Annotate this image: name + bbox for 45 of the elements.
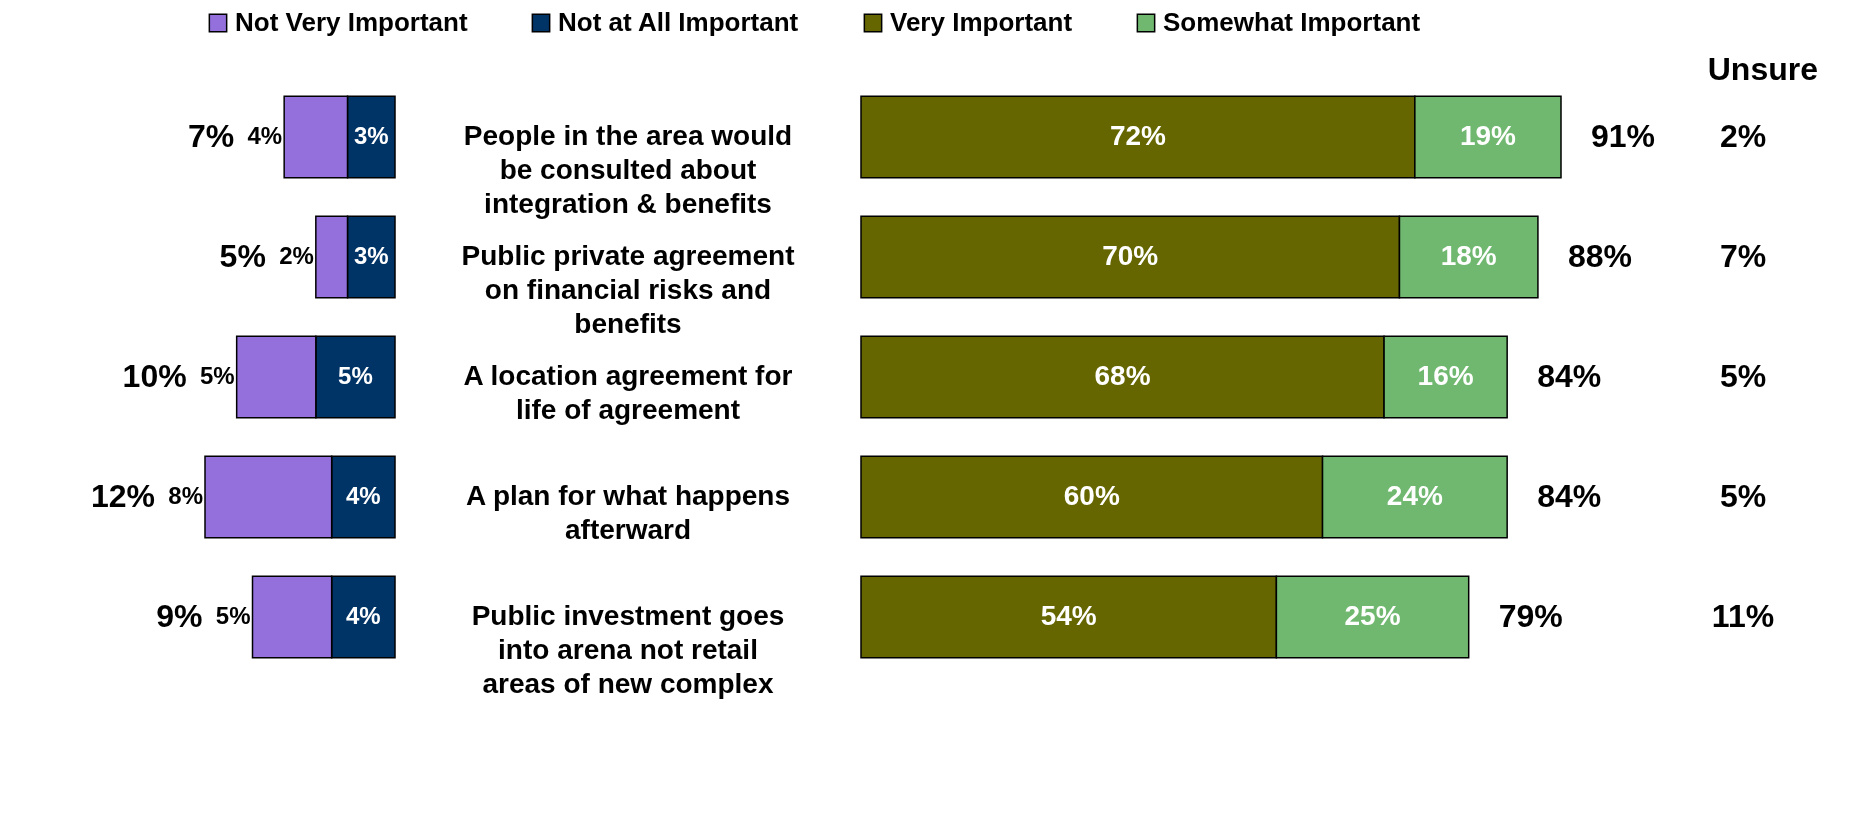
data-label: 4% [247, 122, 283, 149]
text: 7% [1719, 238, 1767, 274]
data-label: 70% [1102, 240, 1159, 271]
total-label: 84% [1537, 478, 1602, 514]
data-label: 68% [1094, 360, 1151, 391]
total-label: 12% [90, 478, 155, 514]
data-label: 16% [1417, 360, 1474, 391]
total-label: 7% [187, 118, 235, 154]
data-label: 8% [168, 482, 203, 509]
data-label: 3% [353, 242, 389, 269]
data-label: 19% [1459, 120, 1517, 151]
data-label: 54% [1040, 600, 1097, 631]
data-label: 4% [345, 602, 381, 629]
legend-label: Not Very Important [235, 7, 468, 37]
text: 5% [1719, 358, 1767, 394]
total-label: 84% [1537, 358, 1602, 394]
total-label: 88% [1567, 238, 1632, 274]
y-tick-label: A plan for what happens afterward [465, 480, 791, 545]
data-label: 24% [1386, 480, 1443, 511]
y-tick-label: People in the area would be consulted about integration & benefits [463, 120, 793, 219]
data-label: 5% [215, 602, 251, 629]
text: 11% [1711, 598, 1775, 634]
legend-label: Very Important [890, 7, 1073, 37]
total-label: 79% [1498, 598, 1563, 634]
total-label: 5% [219, 238, 266, 274]
y-tick-label: A location agreement for life of agreement [463, 360, 793, 425]
data-label: 2% [279, 242, 314, 269]
data-label: 60% [1063, 480, 1120, 511]
data-label: 3% [353, 122, 389, 149]
data-label: 18% [1440, 240, 1497, 271]
data-label: 25% [1344, 600, 1401, 631]
data-label: 72% [1109, 120, 1167, 151]
y-tick-label: Public investment goes into arena not retail areas of new complex [471, 600, 785, 699]
data-label: 5% [338, 362, 373, 389]
total-label: 91% [1591, 118, 1656, 154]
text: Unsure [1707, 51, 1818, 87]
legend-label: Not at All Important [558, 7, 799, 37]
text: 2% [1719, 118, 1767, 154]
data-label: 5% [199, 362, 235, 389]
legend-label: Somewhat Important [1163, 7, 1421, 37]
text: 5% [1719, 478, 1767, 514]
total-label: 10% [122, 358, 187, 394]
y-tick-label: Public private agreement on financial risks and benefits [461, 240, 795, 339]
total-label: 9% [156, 598, 203, 634]
data-label: 4% [345, 482, 381, 509]
